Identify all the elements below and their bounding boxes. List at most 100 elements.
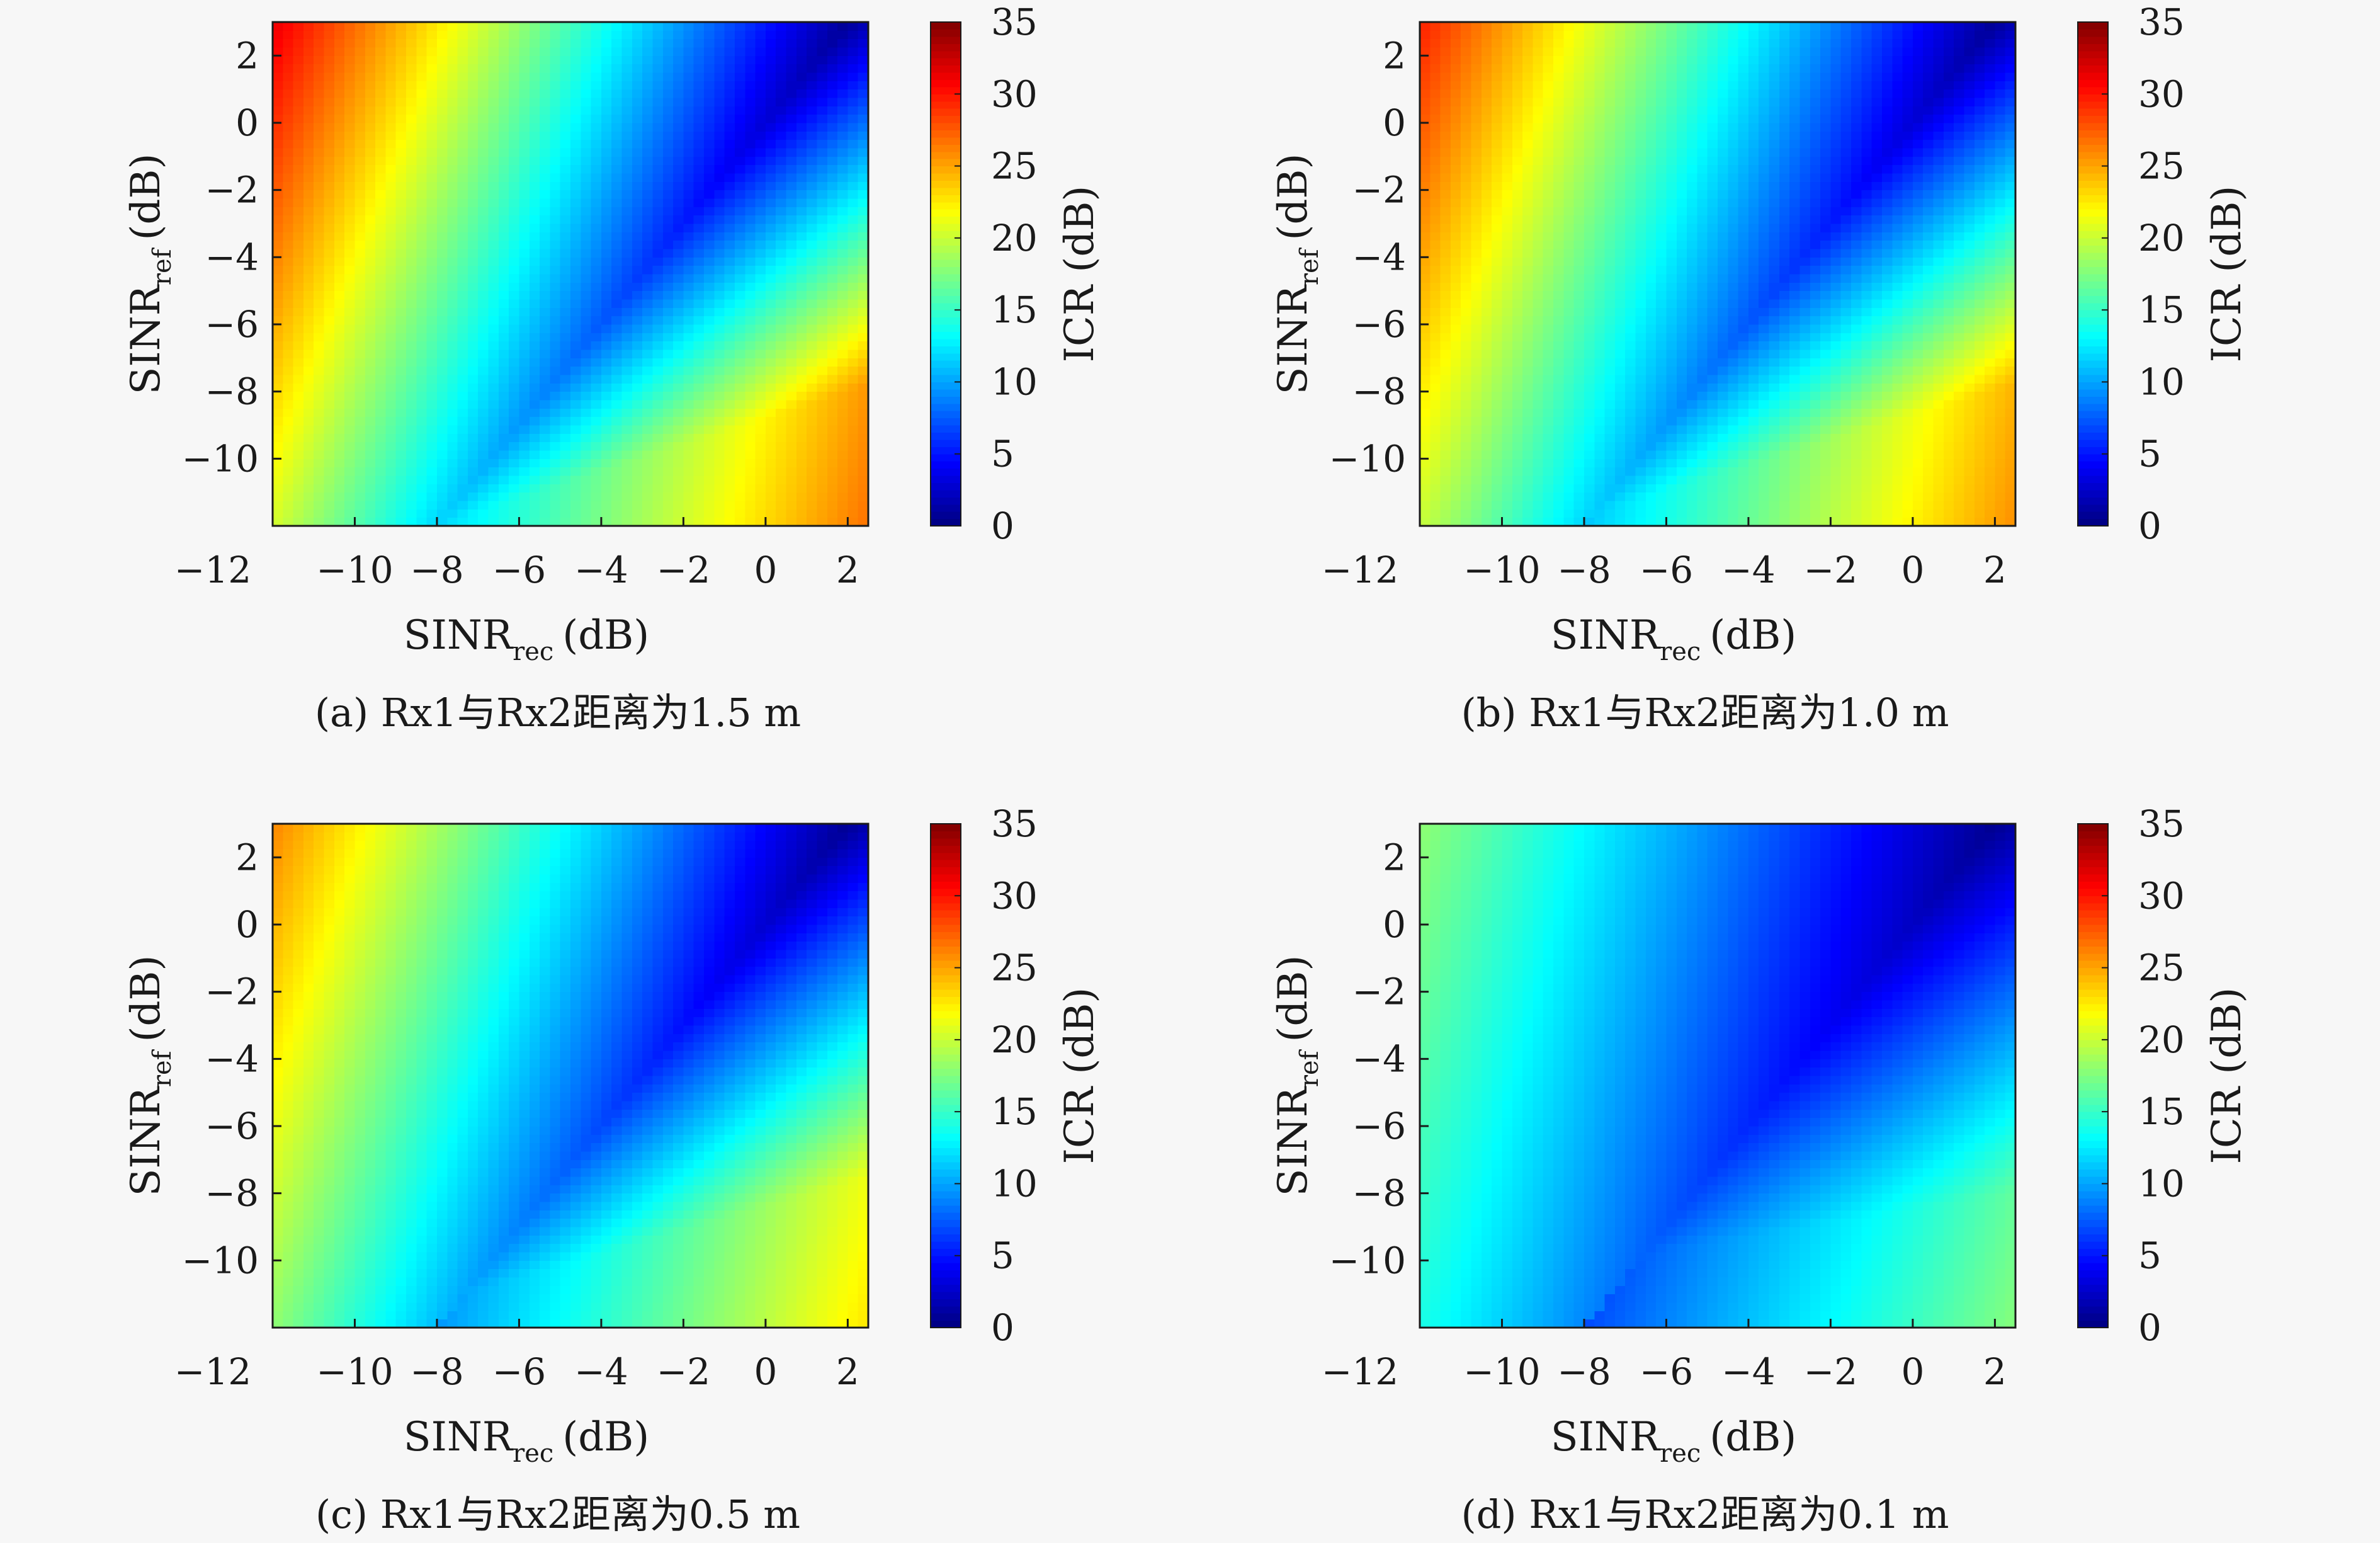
heat-cell bbox=[273, 324, 283, 333]
heat-cell bbox=[1594, 114, 1606, 123]
heat-cell bbox=[652, 425, 664, 434]
heat-cell bbox=[283, 47, 294, 56]
heat-cell bbox=[457, 341, 468, 350]
heat-cell bbox=[303, 366, 314, 375]
heat-cell bbox=[755, 282, 766, 292]
heat-cell bbox=[365, 114, 376, 123]
heat-cell bbox=[827, 123, 838, 132]
heat-cell bbox=[765, 400, 776, 409]
heat-cell bbox=[426, 316, 438, 325]
colorbar-cell bbox=[931, 288, 961, 296]
heat-cell bbox=[334, 224, 345, 232]
colorbar-cell bbox=[931, 43, 961, 52]
heat-cell bbox=[796, 425, 807, 434]
heat-cell bbox=[673, 383, 684, 392]
heat-cell bbox=[827, 467, 838, 476]
heat-cell bbox=[303, 64, 314, 73]
heat-cell bbox=[1450, 81, 1461, 90]
heat-cell bbox=[1553, 240, 1564, 249]
heat-cell bbox=[334, 375, 345, 384]
heat-cell bbox=[1625, 475, 1636, 484]
heat-cell bbox=[755, 324, 766, 333]
heat-cell bbox=[847, 207, 859, 216]
heat-cell bbox=[344, 375, 356, 384]
heat-cell bbox=[416, 425, 428, 434]
heat-cell bbox=[560, 257, 571, 266]
heat-cell bbox=[1450, 307, 1461, 317]
heat-cell bbox=[560, 475, 571, 484]
heat-cell bbox=[1430, 458, 1441, 468]
heat-cell bbox=[467, 148, 479, 157]
heat-cell bbox=[273, 106, 283, 115]
heat-cell bbox=[478, 282, 489, 292]
heat-cell bbox=[1512, 181, 1523, 191]
heat-cell bbox=[611, 38, 623, 48]
heat-cell bbox=[704, 207, 715, 216]
heat-cell bbox=[693, 316, 705, 325]
heat-cell bbox=[395, 240, 407, 249]
heat-cell bbox=[776, 232, 787, 241]
heat-cell bbox=[540, 22, 550, 31]
heat-cell bbox=[334, 207, 345, 216]
heat-cell bbox=[1481, 131, 1492, 140]
heat-cell bbox=[1461, 290, 1472, 300]
heat-cell bbox=[1584, 517, 1595, 527]
heat-cell bbox=[704, 257, 715, 266]
heat-cell bbox=[1481, 350, 1492, 358]
heat-cell bbox=[540, 64, 550, 73]
heat-cell bbox=[755, 114, 766, 123]
heat-cell bbox=[591, 89, 602, 98]
heat-cell bbox=[1533, 324, 1544, 333]
heat-cell bbox=[1492, 257, 1503, 266]
heat-cell bbox=[642, 517, 654, 527]
heat-cell bbox=[529, 181, 540, 191]
heat-cell bbox=[509, 131, 519, 140]
heat-cell bbox=[570, 55, 581, 65]
heat-cell bbox=[683, 501, 694, 510]
heat-cell bbox=[416, 458, 428, 468]
heat-cell bbox=[673, 391, 684, 401]
heat-cell bbox=[662, 64, 674, 73]
heat-cell bbox=[837, 81, 848, 90]
heat-cell bbox=[642, 333, 654, 342]
heat-cell bbox=[1440, 441, 1451, 451]
heat-cell bbox=[1553, 501, 1564, 510]
heat-cell bbox=[796, 509, 807, 518]
heat-cell bbox=[1543, 282, 1554, 292]
heat-cell bbox=[1471, 299, 1482, 308]
heat-cell bbox=[858, 333, 869, 342]
heat-cell bbox=[827, 341, 838, 350]
heat-cell bbox=[1625, 224, 1636, 232]
heat-cell bbox=[519, 72, 530, 81]
heat-cell bbox=[1492, 274, 1503, 283]
heat-cell bbox=[1522, 492, 1533, 501]
heat-cell bbox=[416, 416, 428, 426]
heat-cell bbox=[303, 467, 314, 476]
heat-cell bbox=[621, 274, 633, 283]
heat-cell bbox=[827, 316, 838, 325]
y-axis-label-unit: (dB) bbox=[123, 154, 169, 241]
heat-cell bbox=[283, 181, 294, 191]
heat-cell bbox=[755, 156, 766, 166]
heat-cell bbox=[324, 215, 335, 224]
heat-cell bbox=[1512, 190, 1523, 199]
heat-cell bbox=[765, 467, 776, 476]
heat-cell bbox=[1450, 408, 1461, 418]
heat-cell bbox=[714, 366, 725, 375]
heat-cell bbox=[437, 425, 448, 434]
heat-cell bbox=[437, 299, 448, 308]
heat-cell bbox=[1420, 156, 1431, 166]
heat-cell bbox=[283, 98, 294, 106]
heat-cell bbox=[693, 114, 705, 123]
heat-cell bbox=[1584, 450, 1595, 459]
heat-cell bbox=[755, 358, 766, 367]
colorbar-cell bbox=[931, 453, 961, 462]
heat-cell bbox=[293, 425, 304, 434]
heat-cell bbox=[786, 257, 797, 266]
heat-cell bbox=[560, 47, 571, 56]
heat-cell bbox=[1492, 425, 1503, 434]
heat-cell bbox=[519, 55, 530, 65]
heat-cell bbox=[796, 408, 807, 418]
heat-cell bbox=[1430, 408, 1441, 418]
heat-cell bbox=[406, 501, 417, 510]
